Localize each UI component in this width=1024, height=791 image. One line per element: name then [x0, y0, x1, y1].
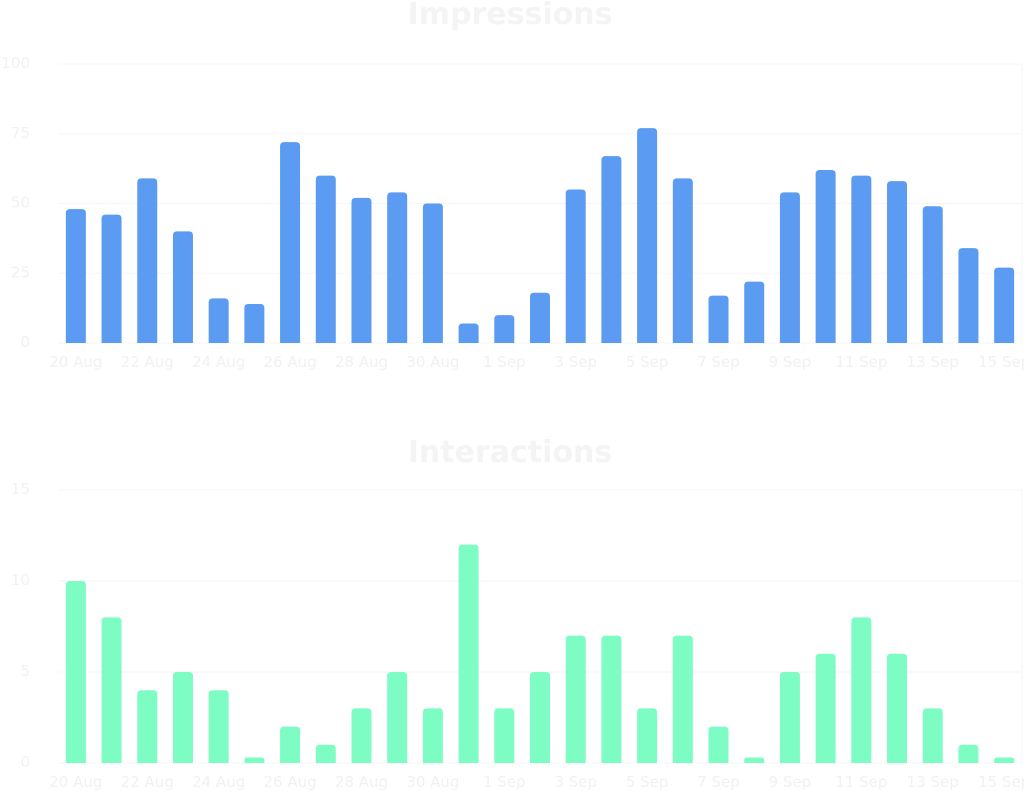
impressions-bar-13-sep	[922, 206, 943, 343]
interactions-bar-11-sep	[851, 617, 872, 763]
interactions-bar-5-sep	[637, 708, 658, 763]
interactions-chart-title: Interactions	[408, 435, 612, 470]
impressions-bar-14-sep	[958, 248, 979, 343]
impressions-bar-15-sep	[994, 267, 1015, 343]
impressions-bar-26-aug	[280, 142, 301, 343]
impressions-bar-2-sep	[530, 292, 550, 343]
impressions-y-tick-label: 25	[11, 263, 30, 281]
impressions-x-tick-label: 13 Sep	[907, 353, 959, 371]
impressions-chart: Impressions 100 75 50 25 0 20 Aug 22 Aug 24 Aug…	[1, 0, 1024, 371]
impressions-bar-4-sep	[601, 156, 622, 343]
impressions-x-tick-label: 1 Sep	[483, 353, 526, 371]
interactions-bar-30-aug	[422, 708, 443, 763]
impressions-x-tick-label: 28 Aug	[335, 353, 388, 371]
impressions-y-tick-label: 50	[11, 194, 30, 212]
interactions-x-tick-label: 3 Sep	[554, 773, 597, 791]
interactions-bar-31-aug	[458, 544, 479, 763]
interactions-y-tick-label: 5	[20, 662, 30, 680]
interactions-bar-23-aug	[172, 672, 193, 763]
interactions-x-tick-label: 9 Sep	[769, 773, 812, 791]
interactions-bar-28-aug	[351, 708, 372, 763]
impressions-x-tick-label: 30 Aug	[406, 353, 459, 371]
interactions-y-tick-label: 15	[11, 480, 30, 498]
impressions-x-tick-label: 7 Sep	[697, 353, 740, 371]
impressions-bar-7-sep	[708, 295, 729, 343]
impressions-x-tick-label: 20 Aug	[49, 353, 102, 371]
impressions-x-tick-label: 9 Sep	[769, 353, 812, 371]
interactions-bar-22-aug	[137, 690, 158, 763]
interactions-x-tick-label: 1 Sep	[483, 773, 526, 791]
interactions-x-tick-label: 15 Sep	[978, 773, 1024, 791]
interactions-bar-13-sep	[922, 708, 943, 763]
interactions-x-tick-label: 28 Aug	[335, 773, 388, 791]
interactions-bar-4-sep	[601, 635, 622, 763]
impressions-x-tick-label: 11 Sep	[835, 353, 887, 371]
impressions-y-tick-label: 75	[11, 124, 30, 142]
interactions-x-tick-label: 5 Sep	[626, 773, 669, 791]
interactions-x-tick-label: 13 Sep	[907, 773, 959, 791]
impressions-bar-1-sep	[494, 315, 515, 343]
impressions-bar-25-aug	[244, 303, 265, 343]
interactions-x-tick-label: 11 Sep	[835, 773, 887, 791]
impressions-bar-11-sep	[851, 175, 872, 343]
interactions-x-tick-label: 22 Aug	[121, 773, 174, 791]
impressions-bar-31-aug	[458, 323, 479, 343]
impressions-bar-10-sep	[815, 170, 836, 343]
interactions-bar-2-sep	[530, 672, 550, 763]
interactions-x-tick-label: 26 Aug	[263, 773, 316, 791]
impressions-x-tick-label: 3 Sep	[554, 353, 597, 371]
interactions-bar-15-sep	[994, 757, 1015, 763]
impressions-chart-title: Impressions	[408, 0, 613, 32]
interactions-bar-27-aug	[315, 744, 336, 763]
interactions-x-tick-label: 20 Aug	[49, 773, 102, 791]
impressions-y-tick-label: 100	[1, 54, 30, 72]
interactions-y-tick-label: 10	[11, 571, 30, 589]
interactions-y-tick-label: 0	[20, 753, 30, 771]
interactions-bar-7-sep	[708, 726, 729, 763]
interactions-bar-9-sep	[779, 672, 800, 763]
interactions-x-tick-label: 24 Aug	[192, 773, 245, 791]
interactions-bar-24-aug	[208, 690, 229, 763]
impressions-y-tick-label: 0	[20, 333, 30, 351]
impressions-bar-24-aug	[208, 298, 229, 343]
impressions-bar-28-aug	[351, 197, 372, 343]
impressions-x-tick-label: 24 Aug	[192, 353, 245, 371]
impressions-x-tick-label: 26 Aug	[263, 353, 316, 371]
interactions-bar-26-aug	[280, 726, 301, 763]
impressions-bar-30-aug	[422, 203, 443, 343]
interactions-bar-1-sep	[494, 708, 515, 763]
interactions-bar-10-sep	[815, 653, 836, 763]
interactions-bar-14-sep	[958, 744, 979, 763]
impressions-bar-22-aug	[137, 178, 158, 343]
impressions-bar-8-sep	[744, 281, 765, 343]
interactions-bar-25-aug	[244, 757, 265, 763]
impressions-bar-29-aug	[387, 192, 408, 343]
impressions-x-tick-label: 5 Sep	[626, 353, 669, 371]
impressions-bar-3-sep	[565, 189, 586, 343]
impressions-bar-21-aug	[101, 214, 122, 343]
interactions-x-tick-label: 30 Aug	[406, 773, 459, 791]
impressions-bar-9-sep	[779, 192, 800, 343]
impressions-x-tick-label: 22 Aug	[121, 353, 174, 371]
impressions-bar-20-aug	[65, 209, 86, 343]
impressions-bar-12-sep	[887, 181, 908, 343]
impressions-bar-5-sep	[637, 128, 658, 343]
interactions-bar-12-sep	[887, 653, 908, 763]
interactions-x-tick-label: 7 Sep	[697, 773, 740, 791]
impressions-x-tick-label: 15 Sep	[978, 353, 1024, 371]
interactions-chart: Interactions 15 10 5 0 20 Aug 22 Aug 24 Aug 26 …	[11, 435, 1024, 791]
impressions-bar-23-aug	[172, 231, 193, 343]
interactions-bar-21-aug	[101, 617, 122, 763]
impressions-bar-6-sep	[672, 178, 693, 343]
interactions-bar-6-sep	[672, 635, 693, 763]
impressions-bar-27-aug	[315, 175, 336, 343]
interactions-bar-3-sep	[565, 635, 586, 763]
interactions-bar-8-sep	[744, 757, 765, 763]
interactions-bar-20-aug	[65, 581, 86, 763]
interactions-bar-29-aug	[387, 672, 408, 763]
